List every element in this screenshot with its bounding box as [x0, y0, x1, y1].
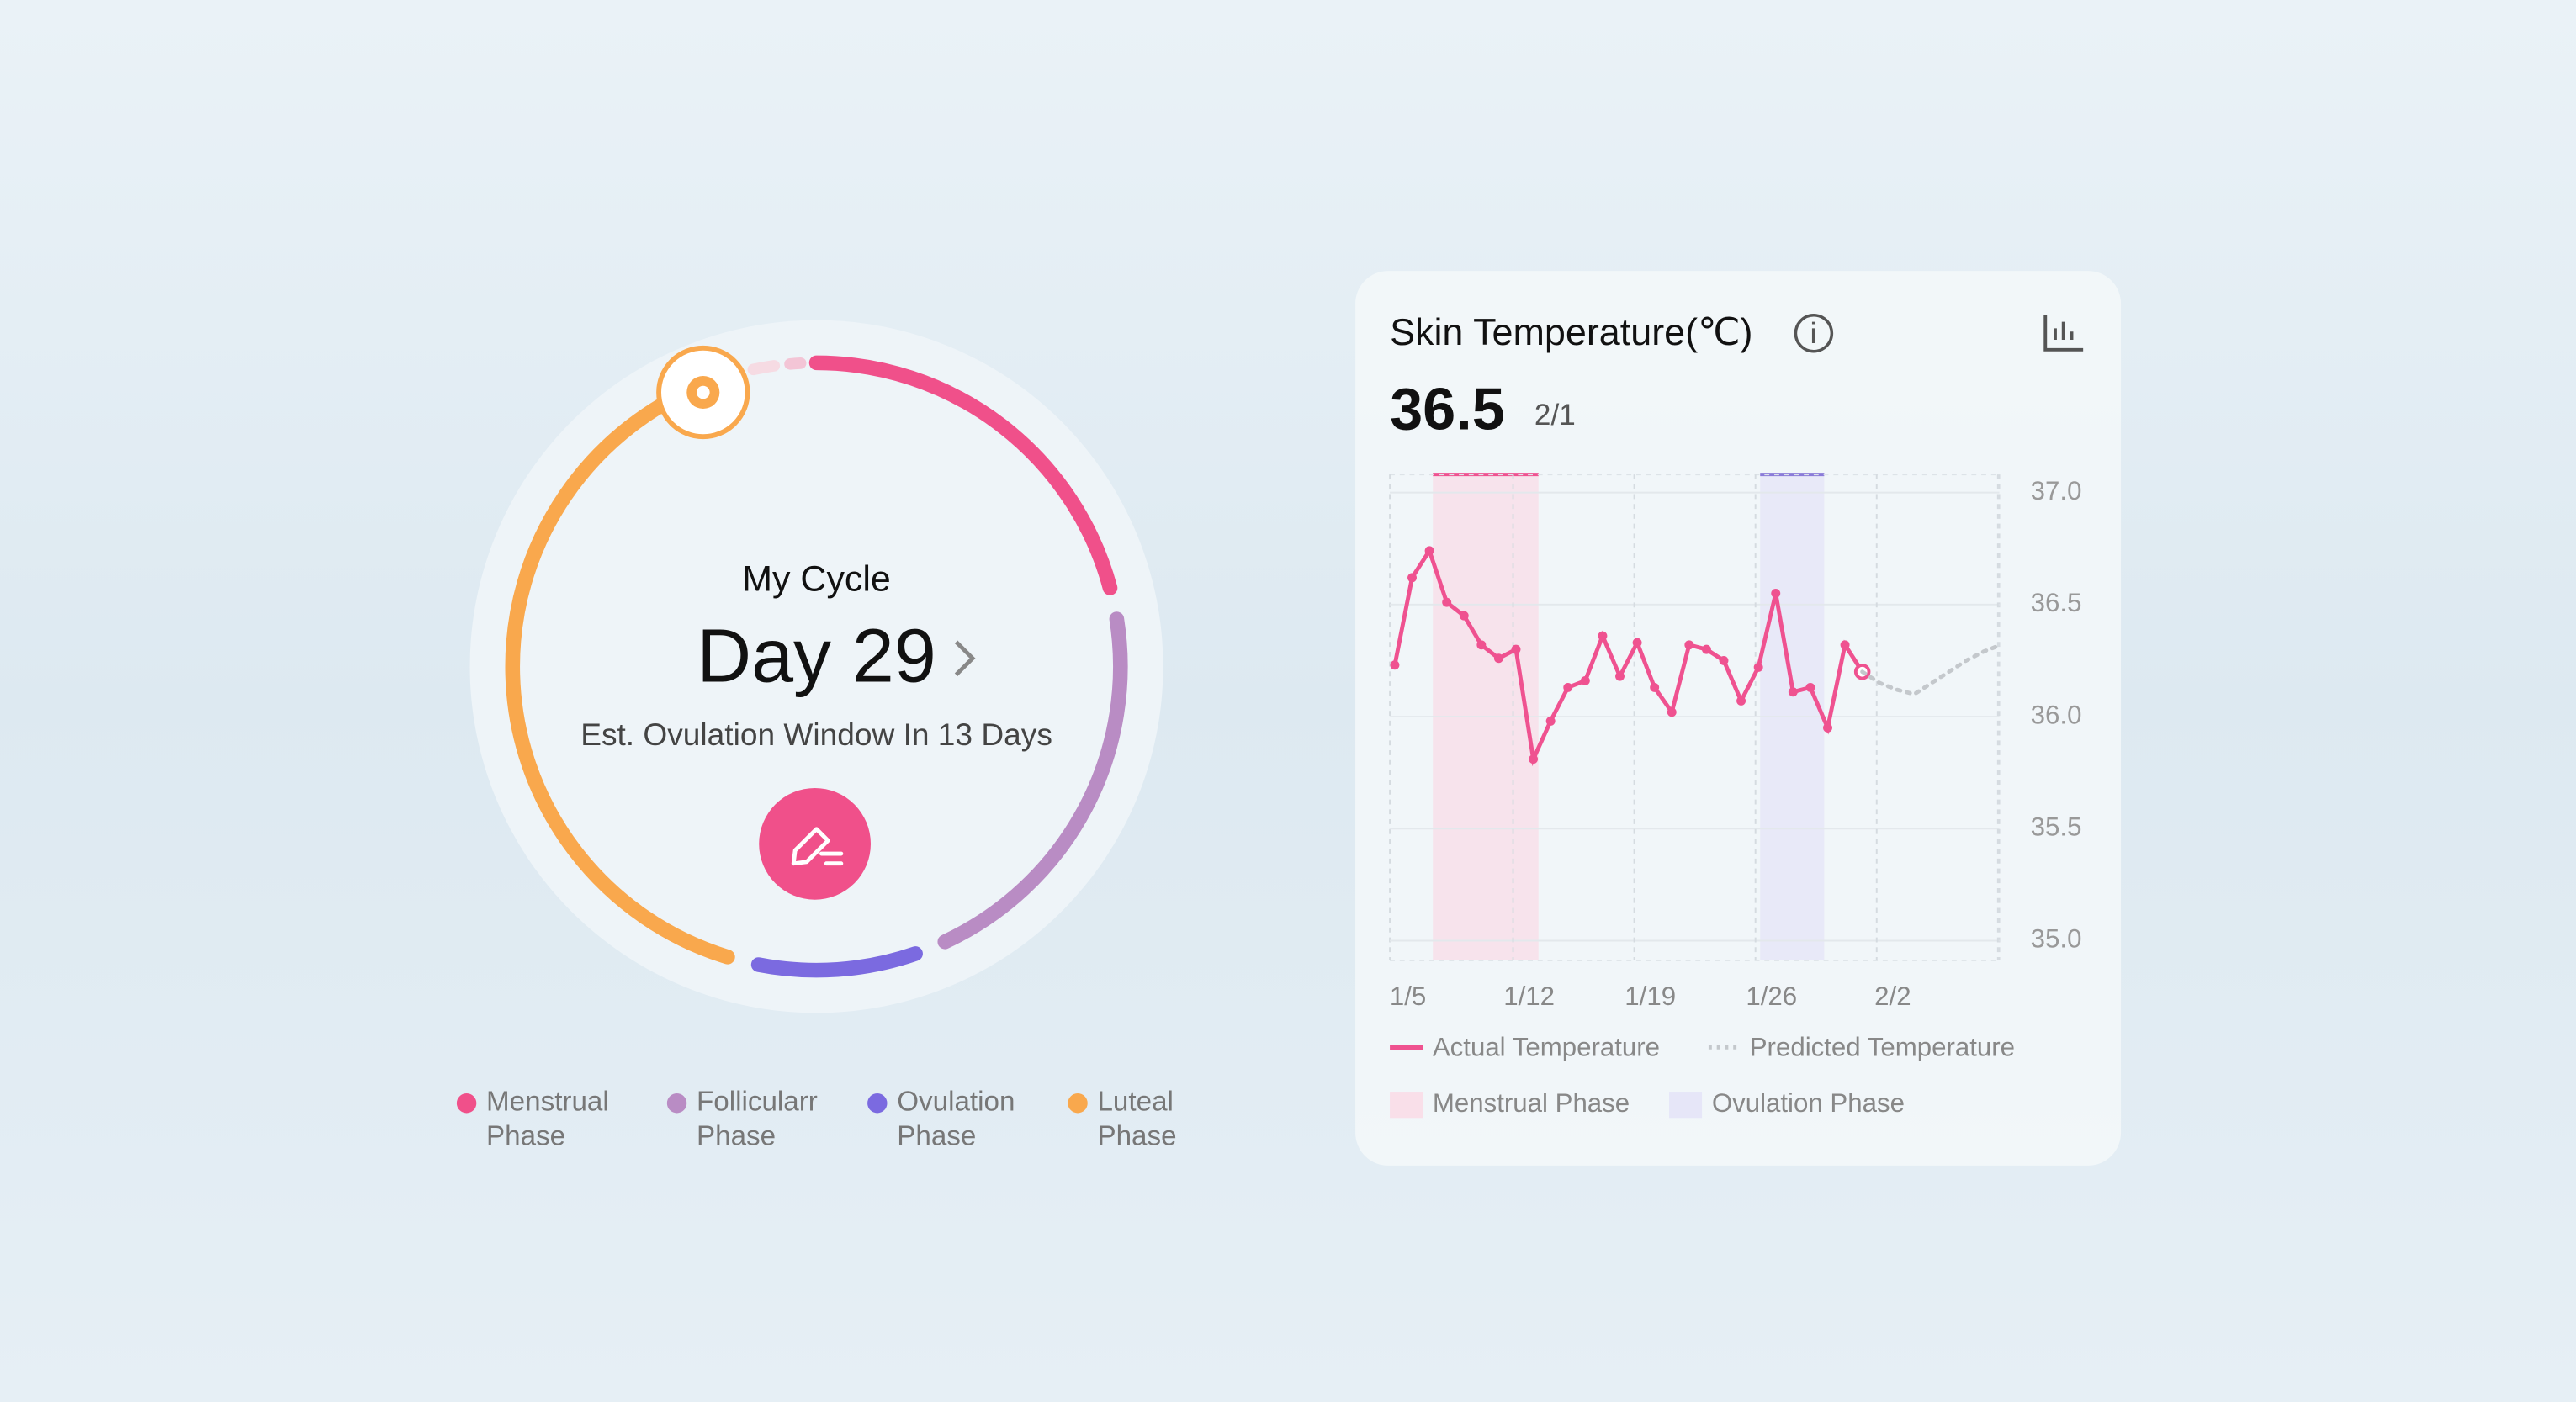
chart-icon[interactable]	[2043, 315, 2084, 352]
legend-label: Ovulation Phase	[1712, 1088, 1905, 1118]
current-date: 2/1	[1534, 399, 1576, 431]
data-point	[1805, 682, 1815, 692]
info-icon[interactable]	[1794, 314, 1834, 353]
legend-label: Ovulation Phase	[897, 1087, 1015, 1152]
ring-arc	[937, 611, 1128, 950]
y-tick-label: 35.5	[2031, 812, 2082, 842]
ring-arc	[750, 946, 923, 978]
x-tick-label: 2/2	[1874, 981, 1911, 1011]
y-tick-label: 37.0	[2031, 476, 2082, 505]
data-point	[1840, 640, 1850, 650]
data-point	[1407, 573, 1417, 583]
actual-line	[1392, 546, 1865, 767]
data-point	[1615, 671, 1625, 681]
data-point	[1736, 696, 1746, 706]
predicted-line	[1860, 643, 2003, 697]
legend-swatch	[1390, 1092, 1423, 1119]
legend-dot	[666, 1093, 687, 1114]
cycle-title: My Cycle	[742, 558, 891, 599]
data-point	[1476, 640, 1487, 650]
y-tick-label: 36.0	[2031, 700, 2082, 729]
legend-dot	[456, 1093, 477, 1114]
legend-dot	[867, 1093, 888, 1114]
data-point	[1511, 644, 1521, 654]
data-point	[1701, 644, 1711, 654]
data-point	[1442, 597, 1452, 607]
data-point	[1563, 682, 1573, 692]
legend-label-line: Phase	[486, 1120, 565, 1151]
legend-label: Menstrual Phase	[1433, 1088, 1630, 1118]
x-tick-label: 1/19	[1625, 981, 1676, 1011]
legend-label-line: Phase	[697, 1120, 776, 1151]
data-point	[1788, 687, 1798, 697]
chart-title: Skin Temperature(℃)	[1390, 310, 1752, 353]
legend-swatch	[1669, 1092, 1703, 1119]
data-point	[1529, 754, 1539, 764]
legend-label-line: Menstrual	[486, 1087, 609, 1118]
temperature-card	[1355, 271, 2122, 1166]
data-point	[1424, 546, 1434, 556]
ring-arc	[747, 360, 781, 376]
data-point	[1823, 722, 1832, 733]
data-point	[1459, 611, 1469, 621]
plot: 35.0 35.5 36.0 36.5 37.0 1/5 1/12 1/19 1/26 2/2 Ac…	[1389, 473, 2082, 1119]
data-point	[1632, 638, 1642, 648]
data-point	[1771, 589, 1781, 598]
chevron[interactable]	[954, 640, 976, 676]
legend-dot	[1068, 1093, 1088, 1114]
legend-label: Luteal Phase	[1097, 1087, 1176, 1152]
legend-label: Actual Temperature	[1433, 1033, 1660, 1062]
data-point	[1684, 640, 1694, 650]
data-point	[1667, 707, 1677, 717]
x-tick-label: 1/5	[1390, 981, 1426, 1011]
cycle-subtitle: Est. Ovulation Window In 13 Days	[580, 717, 1052, 752]
data-point	[1545, 716, 1556, 726]
edit-icon	[791, 827, 844, 866]
legend-label-line: Follicularr	[697, 1087, 818, 1118]
x-tick-label: 1/26	[1746, 981, 1797, 1011]
data-point	[1753, 662, 1763, 672]
data-point	[1493, 653, 1503, 664]
legend-label: Follicularr Phase	[697, 1087, 818, 1152]
ring-arc	[505, 373, 735, 965]
ring-arc	[784, 357, 807, 370]
cycle-day[interactable]: Day 29	[697, 614, 936, 698]
data-point	[1650, 682, 1660, 692]
cycle-disc	[469, 320, 1163, 1013]
data-point	[1598, 631, 1608, 641]
current-value: 36.5	[1390, 375, 1505, 442]
cycle-ring	[505, 355, 1128, 978]
legend-label-line: Phase	[897, 1120, 976, 1151]
x-tick-label: 1/12	[1503, 981, 1555, 1011]
ring-arc	[808, 355, 1118, 595]
legend-label-line: Ovulation	[897, 1087, 1015, 1118]
legend-label-line: Phase	[1097, 1120, 1176, 1151]
legend-label: Menstrual Phase	[486, 1087, 609, 1152]
data-point	[1580, 675, 1590, 685]
today-icon-center	[696, 385, 710, 399]
data-point	[1390, 660, 1400, 670]
legend-label-line: Luteal	[1097, 1087, 1173, 1118]
y-tick-label: 36.5	[2031, 588, 2082, 617]
legend-label: Predicted Temperature	[1750, 1033, 2015, 1062]
edit-button[interactable]	[759, 787, 871, 900]
y-tick-label: 35.0	[2031, 924, 2082, 954]
data-point	[1719, 655, 1729, 665]
